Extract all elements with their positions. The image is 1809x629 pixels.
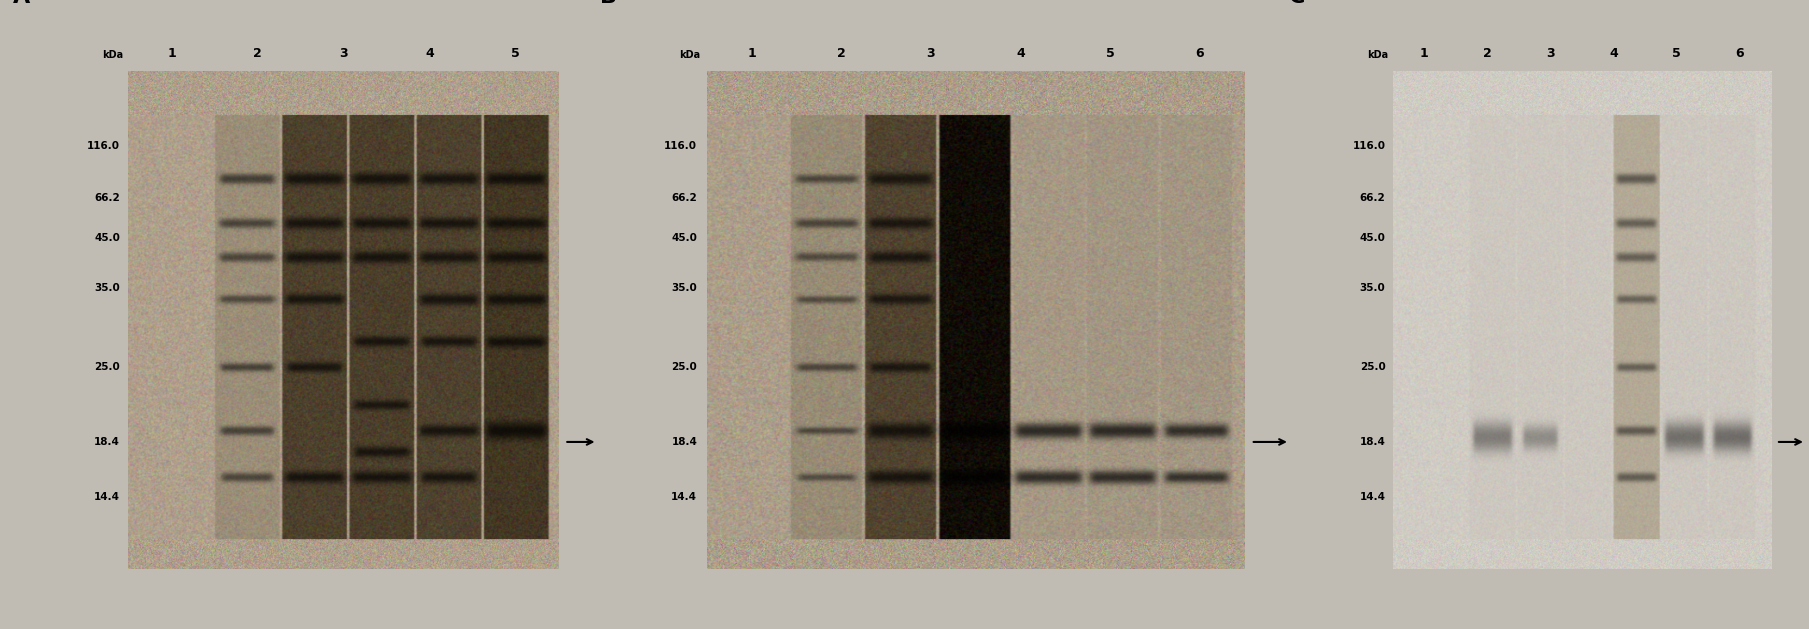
Text: 66.2: 66.2 [671,193,696,203]
Text: C: C [1288,0,1304,7]
Text: A: A [13,0,29,7]
Text: 14.4: 14.4 [671,492,696,502]
Text: 5: 5 [1672,47,1681,60]
Text: 4: 4 [425,47,434,60]
Text: 14.4: 14.4 [1360,492,1386,502]
Text: 45.0: 45.0 [671,233,696,243]
Text: 25.0: 25.0 [94,362,119,372]
Text: 1: 1 [166,47,175,60]
Text: 3: 3 [1547,47,1554,60]
Text: 3: 3 [340,47,347,60]
Text: 18.4: 18.4 [671,437,696,447]
Text: 116.0: 116.0 [664,141,696,151]
Text: kDa: kDa [680,50,700,60]
Text: 116.0: 116.0 [87,141,119,151]
Text: 35.0: 35.0 [94,283,119,293]
Text: 2: 2 [1483,47,1492,60]
Text: 3: 3 [926,47,935,60]
Text: 25.0: 25.0 [1360,362,1386,372]
Text: 2: 2 [838,47,845,60]
Text: 1: 1 [747,47,756,60]
Text: 14.4: 14.4 [94,492,119,502]
Text: 66.2: 66.2 [94,193,119,203]
Text: 45.0: 45.0 [1360,233,1386,243]
Text: kDa: kDa [101,50,123,60]
Text: 6: 6 [1196,47,1203,60]
Text: 18.4: 18.4 [1360,437,1386,447]
Text: 35.0: 35.0 [1360,283,1386,293]
Text: 5: 5 [512,47,521,60]
Text: 4: 4 [1017,47,1024,60]
Text: B: B [599,0,617,7]
Text: 2: 2 [253,47,262,60]
Text: 6: 6 [1735,47,1744,60]
Text: 45.0: 45.0 [94,233,119,243]
Text: 66.2: 66.2 [1360,193,1386,203]
Text: 35.0: 35.0 [671,283,696,293]
Text: 1: 1 [1420,47,1429,60]
Text: 4: 4 [1608,47,1617,60]
Text: kDa: kDa [1368,50,1388,60]
Text: 18.4: 18.4 [94,437,119,447]
Text: 116.0: 116.0 [1353,141,1386,151]
Text: 5: 5 [1105,47,1114,60]
Text: 25.0: 25.0 [671,362,696,372]
